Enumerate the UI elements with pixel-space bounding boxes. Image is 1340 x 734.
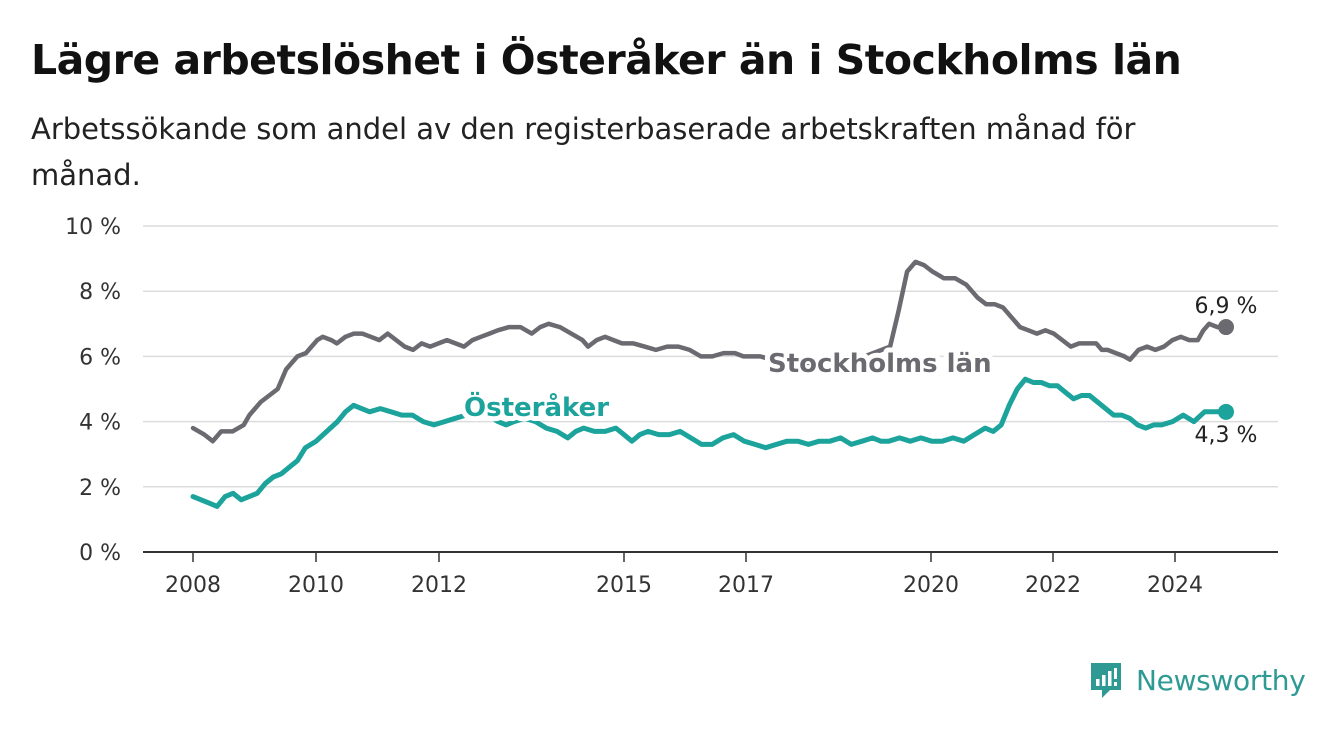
newsworthy-brand: Newsworthy: [1088, 660, 1306, 700]
y-tick-label: 10 %: [65, 215, 121, 240]
x-tick-label: 2010: [288, 573, 344, 598]
x-tick-label: 2022: [1025, 573, 1081, 598]
series-end-marker: [1218, 403, 1234, 420]
series-lines: [190, 259, 1234, 509]
x-tick-label: 2024: [1147, 573, 1203, 598]
x-tick-label: 2020: [903, 573, 959, 598]
x-tick-label: 2012: [411, 573, 467, 598]
brand-name: Newsworthy: [1136, 663, 1306, 697]
series-label-halo: Österåker: [464, 390, 609, 423]
series-label-stockholms-lan: Stockholms län: [768, 349, 992, 379]
series-line-osteraker: [190, 376, 1229, 509]
series-end-marker: [1218, 319, 1234, 336]
x-tick-label: 2008: [165, 573, 221, 598]
x-axis: 2008 2010 2012 2015 2017 2020 2022 2024: [143, 551, 1278, 598]
y-tick-label: 4 %: [79, 411, 121, 436]
y-gridlines: [143, 225, 1278, 488]
series-label-osteraker: Österåker: [464, 390, 609, 423]
y-tick-label: 2 %: [79, 476, 121, 501]
x-tick-label: 2017: [718, 573, 774, 598]
y-tick-label: 6 %: [79, 345, 121, 370]
series-line-stockholms-lan: [190, 259, 1229, 444]
chart-title: Lägre arbetslöshet i Österåker än i Stoc…: [31, 36, 1182, 84]
series-label-halo: Stockholms län: [768, 349, 992, 379]
end-value-label: 4,3 %: [1195, 423, 1258, 448]
x-tick-label: 2015: [596, 573, 652, 598]
newsworthy-logo-icon: [1091, 663, 1121, 698]
chart-subtitle: Arbetssökande som andel av den registerb…: [31, 112, 1136, 192]
y-tick-label: 0 %: [79, 541, 121, 566]
y-tick-label: 8 %: [79, 280, 121, 305]
y-axis: 0 % 2 % 4 % 6 % 8 % 10 %: [65, 215, 121, 566]
end-value-label: 6,9 %: [1195, 294, 1258, 319]
